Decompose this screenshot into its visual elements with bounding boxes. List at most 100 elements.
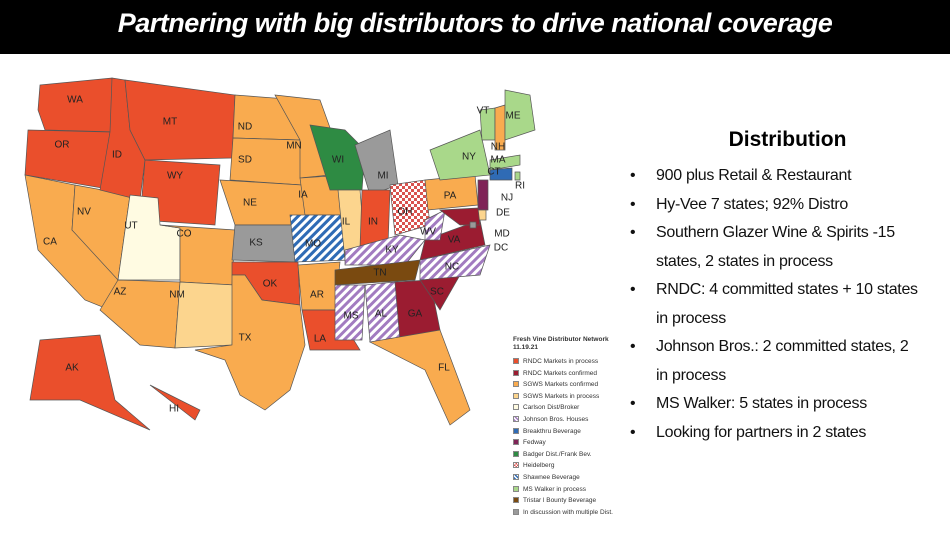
state-label: NY xyxy=(462,152,476,163)
state-label: NJ xyxy=(501,193,513,204)
state-label: GA xyxy=(408,309,423,320)
state xyxy=(231,224,296,263)
state-label: NC xyxy=(445,262,459,273)
state-label: OH xyxy=(398,207,413,218)
state xyxy=(297,261,341,311)
map-legend: Fresh Vine Distributor Network 11.19.21 … xyxy=(513,336,613,516)
legend-item: RNDC Markets in process xyxy=(513,358,613,370)
state xyxy=(504,89,536,141)
slide-title: Partnering with big distributors to driv… xyxy=(117,8,833,38)
legend-swatch xyxy=(513,450,519,457)
state-label: TN xyxy=(373,268,386,279)
state-label: SC xyxy=(430,287,444,298)
bullet-list: 900 plus Retail & RestaurantHy-Vee 7 sta… xyxy=(630,162,920,447)
legend-label: Johnson Bros. Houses xyxy=(523,415,589,423)
state-label: AL xyxy=(375,309,388,320)
legend-label: Badger Dist./Frank Bev. xyxy=(523,450,592,458)
legend-label: In discussion with multiple Dist. xyxy=(523,508,613,516)
state-label: NH xyxy=(491,142,505,153)
legend-label: MS Walker in process xyxy=(523,485,586,493)
legend-item: Fedway xyxy=(513,439,613,451)
legend-title: Fresh Vine Distributor Network 11.19.21 xyxy=(513,336,609,351)
legend-item: Shawnee Beverage xyxy=(513,473,613,486)
state xyxy=(419,219,486,261)
state xyxy=(469,221,477,229)
legend-label: RNDC Markets in process xyxy=(523,358,599,365)
legend-label: Shawnee Beverage xyxy=(523,473,580,481)
state-label: VA xyxy=(448,235,461,246)
state-label: NM xyxy=(169,290,185,301)
legend-swatch xyxy=(513,462,519,469)
bullet-item: 900 plus Retail & Restaurant xyxy=(630,162,920,191)
state-label: NV xyxy=(77,207,91,218)
legend-label: Heidelberg xyxy=(523,462,555,470)
legend-label: Fedway xyxy=(523,439,546,447)
legend-swatch xyxy=(513,497,519,504)
state-label: KS xyxy=(249,238,263,249)
state-label: DC xyxy=(494,243,508,254)
legend-label: Breakthru Beverage xyxy=(523,427,581,435)
legend-label: SGWS Markets in process xyxy=(523,392,600,400)
state xyxy=(439,207,481,226)
legend-label: Tristar l Bounty Beverage xyxy=(523,497,597,505)
legend-item: Heidelberg xyxy=(513,462,613,474)
legend-item: Johnson Bros. Houses xyxy=(513,415,613,428)
state xyxy=(124,79,236,161)
legend-swatch xyxy=(513,473,519,480)
legend-label: Carlson Dist/Broker xyxy=(523,404,580,412)
state-label: NE xyxy=(243,198,257,209)
legend-swatch xyxy=(513,439,519,446)
legend-swatch xyxy=(513,485,519,492)
state xyxy=(194,274,306,411)
state xyxy=(334,284,366,341)
state-label: KY xyxy=(385,245,399,256)
state xyxy=(149,384,201,421)
state-label: CT xyxy=(487,167,500,178)
state-label: MS xyxy=(344,311,359,322)
state-label: CA xyxy=(43,237,57,248)
bullet-item: Johnson Bros.: 2 committed states, 2 in … xyxy=(630,333,920,390)
state-label: IA xyxy=(298,190,308,201)
state-label: WY xyxy=(167,171,183,182)
state-label: AZ xyxy=(114,287,127,298)
state-label: HI xyxy=(169,404,179,415)
bullet-item: Hy-Vee 7 states; 92% Distro xyxy=(630,191,920,220)
state-label: DE xyxy=(496,208,510,219)
legend-swatch xyxy=(513,369,519,376)
state-label: OK xyxy=(263,279,278,290)
state-label: MO xyxy=(305,239,321,250)
bullet-item: MS Walker: 5 states in process xyxy=(630,390,920,419)
legend-item: SGWS Markets in process xyxy=(513,392,613,405)
state-label: MD xyxy=(494,229,510,240)
legend-swatch xyxy=(513,381,519,388)
state-label: MN xyxy=(286,141,302,152)
legend-label: RNDC Markets confirmed xyxy=(523,369,598,377)
state-label: IL xyxy=(342,217,351,228)
state-label: AK xyxy=(65,363,79,374)
state-label: OR xyxy=(55,140,70,151)
legend-swatch xyxy=(513,392,519,399)
state-label: WA xyxy=(67,95,83,106)
state-label: UT xyxy=(124,221,137,232)
state-label: SD xyxy=(238,155,252,166)
state xyxy=(489,154,521,171)
state-label: WV xyxy=(420,227,436,238)
legend-swatch xyxy=(513,404,519,411)
state-label: PA xyxy=(444,191,457,202)
state-label: VT xyxy=(477,106,490,117)
legend-swatch xyxy=(513,415,519,422)
legend-swatch xyxy=(513,358,519,364)
state xyxy=(99,279,181,349)
state-label: MA xyxy=(491,155,506,166)
state xyxy=(514,171,521,181)
state xyxy=(494,104,506,151)
state-label: ND xyxy=(238,122,252,133)
legend-item: Badger Dist./Frank Bev. xyxy=(513,450,613,463)
legend-item: Tristar l Bounty Beverage xyxy=(513,497,613,509)
state-label: WI xyxy=(332,155,344,166)
us-map: WA OR CA NV ID MT WY UT CO AZ NM ND SD NE KS OK TX MN IA MO… xyxy=(24,77,536,431)
bullet-item: Southern Glazer Wine & Spirits -15 state… xyxy=(630,219,920,276)
legend-item: Carlson Dist/Broker xyxy=(513,404,613,416)
state xyxy=(477,179,489,211)
